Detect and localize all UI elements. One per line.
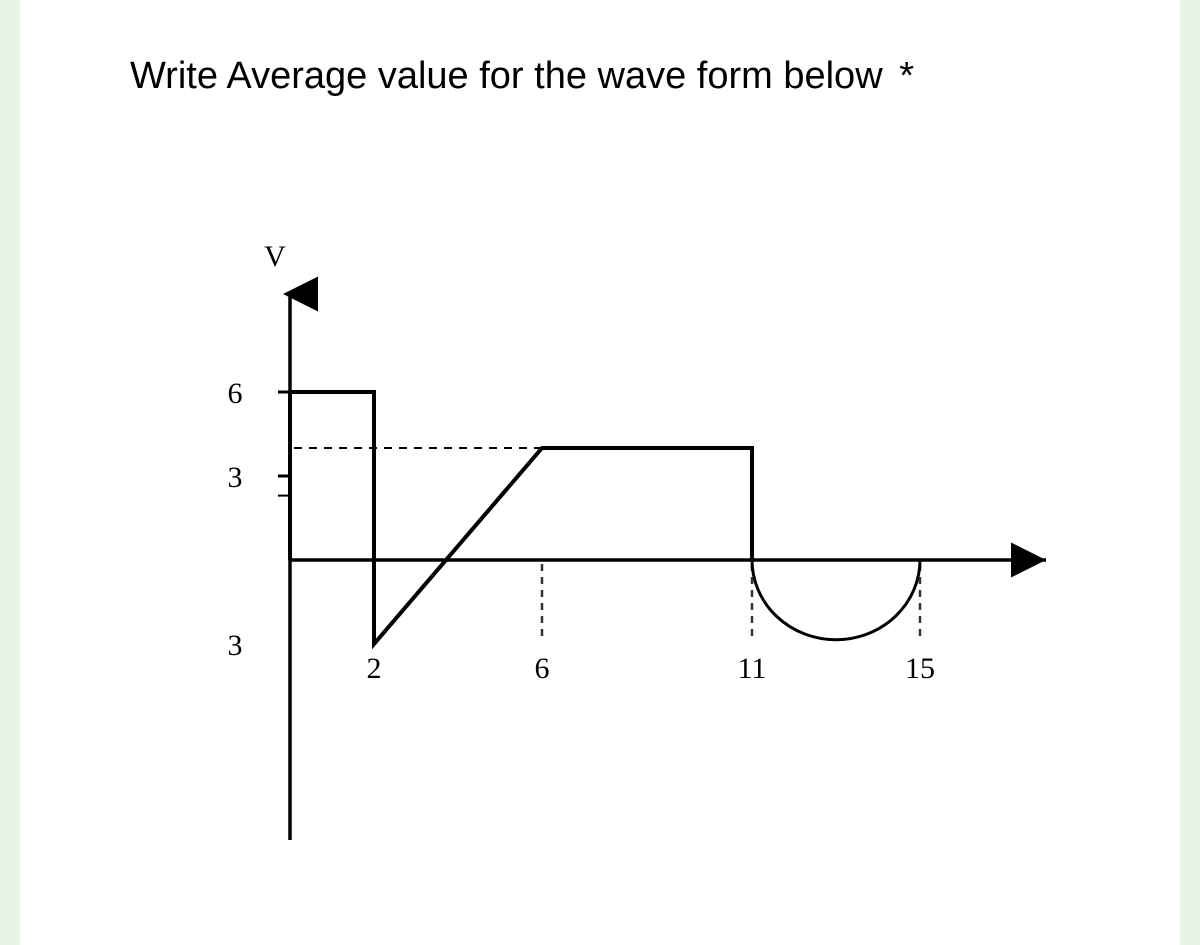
svg-text:2: 2 bbox=[367, 652, 382, 685]
svg-text:11: 11 bbox=[738, 652, 767, 685]
svg-text:6: 6 bbox=[535, 652, 550, 685]
svg-text:3: 3 bbox=[228, 461, 243, 494]
svg-text:6: 6 bbox=[228, 377, 243, 410]
svg-text:3: 3 bbox=[228, 629, 243, 662]
required-asterisk: * bbox=[899, 55, 914, 97]
waveform-svg: Vt363261115 bbox=[160, 200, 1060, 900]
waveform-chart: Vt363261115 bbox=[160, 200, 1060, 900]
question-card: Write Average value for the wave form be… bbox=[20, 0, 1180, 945]
svg-text:15: 15 bbox=[905, 652, 935, 685]
svg-text:V: V bbox=[264, 240, 286, 273]
question-text: Write Average value for the wave form be… bbox=[130, 55, 914, 98]
question-text-content: Write Average value for the wave form be… bbox=[130, 55, 883, 97]
